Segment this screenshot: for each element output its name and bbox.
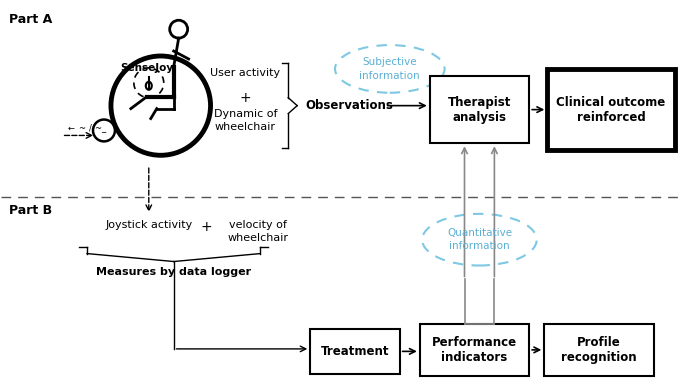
Text: Performance
indicators: Performance indicators xyxy=(432,336,517,364)
Text: +: + xyxy=(240,91,251,105)
FancyBboxPatch shape xyxy=(420,324,530,376)
Text: +: + xyxy=(201,220,212,234)
FancyBboxPatch shape xyxy=(544,324,653,376)
Text: velocity of
wheelchair: velocity of wheelchair xyxy=(228,220,289,243)
Text: Part B: Part B xyxy=(10,204,53,217)
Text: Profile
recognition: Profile recognition xyxy=(561,336,637,364)
Text: $\leftarrow$ ~ / ~_: $\leftarrow$ ~ / ~_ xyxy=(66,122,108,135)
Text: Part A: Part A xyxy=(10,13,53,26)
Text: Observations: Observations xyxy=(305,99,393,112)
Text: Treatment: Treatment xyxy=(321,345,389,358)
Text: User activity: User activity xyxy=(210,68,280,78)
FancyBboxPatch shape xyxy=(310,329,400,374)
Text: SenseJoy: SenseJoy xyxy=(121,63,173,73)
Text: Clinical outcome
reinforced: Clinical outcome reinforced xyxy=(556,96,666,124)
Text: Dynamic of
wheelchair: Dynamic of wheelchair xyxy=(214,109,277,132)
Text: Therapist
analysis: Therapist analysis xyxy=(448,96,511,124)
Text: Joystick activity: Joystick activity xyxy=(105,220,192,230)
FancyBboxPatch shape xyxy=(547,69,675,150)
Text: Quantitative
information: Quantitative information xyxy=(447,228,512,251)
FancyBboxPatch shape xyxy=(429,76,530,144)
Text: Subjective
information: Subjective information xyxy=(360,57,420,80)
Text: Measures by data logger: Measures by data logger xyxy=(96,268,251,277)
